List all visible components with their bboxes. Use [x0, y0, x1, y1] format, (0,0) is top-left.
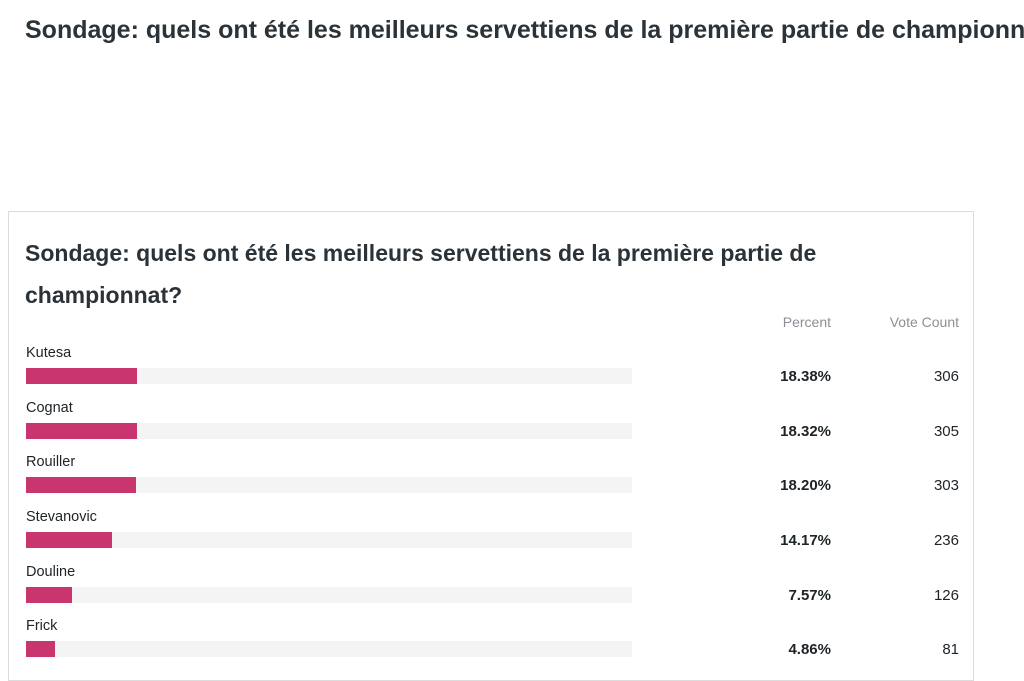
page-heading: Sondage: quels ont été les meilleurs ser…: [25, 16, 1024, 44]
option-name: Douline: [26, 563, 76, 580]
option-vote-count: 126: [933, 586, 959, 604]
option-vote-count: 303: [933, 477, 959, 495]
option-vote-count: 305: [933, 422, 959, 440]
poll-options-list: Kutesa 18.38% 306 Cognat 18.32% 305 Roui…: [9, 343, 975, 671]
vote-count-column-header: Vote Count: [889, 314, 959, 330]
result-bar-fill: [26, 422, 138, 439]
option-percent: 7.57%: [788, 586, 831, 604]
option-percent: 4.86%: [788, 641, 831, 659]
result-bar-track: [26, 586, 632, 603]
poll-option-row: Douline 7.57% 126: [9, 562, 975, 617]
poll-results-card: Sondage: quels ont été les meilleurs ser…: [8, 211, 974, 681]
poll-option-row: Cognat 18.32% 305: [9, 398, 975, 453]
result-bar-track: [26, 641, 632, 658]
result-bar-track: [26, 368, 632, 384]
option-name: Rouiller: [26, 454, 76, 471]
poll-option-row: Kutesa 18.38% 306: [9, 343, 975, 398]
option-vote-count: 236: [933, 532, 959, 550]
poll-option-row: Rouiller 18.20% 303: [9, 452, 975, 507]
option-percent: 14.17%: [780, 532, 831, 550]
option-percent: 18.32%: [780, 422, 831, 440]
result-bar-fill: [26, 368, 138, 384]
result-bar-fill: [26, 586, 72, 603]
option-name: Cognat: [26, 399, 73, 416]
option-vote-count: 306: [933, 368, 959, 385]
result-bar-fill: [26, 477, 137, 494]
option-percent: 18.20%: [780, 477, 831, 495]
option-percent: 18.38%: [780, 368, 831, 385]
result-bar-fill: [26, 641, 56, 658]
percent-column-header: Percent: [782, 314, 831, 330]
result-bar-track: [26, 477, 632, 494]
result-bar-fill: [26, 532, 112, 549]
option-name: Stevanovic: [26, 509, 97, 526]
result-bar-track: [26, 422, 632, 439]
poll-option-row: Stevanovic 14.17% 236: [9, 507, 975, 562]
poll-option-row: Frick 4.86% 81: [9, 616, 975, 671]
option-name: Frick: [26, 618, 58, 635]
result-bar-track: [26, 532, 632, 549]
poll-title: Sondage: quels ont été les meilleurs ser…: [25, 240, 817, 308]
option-vote-count: 81: [942, 641, 959, 659]
option-name: Kutesa: [26, 345, 72, 361]
